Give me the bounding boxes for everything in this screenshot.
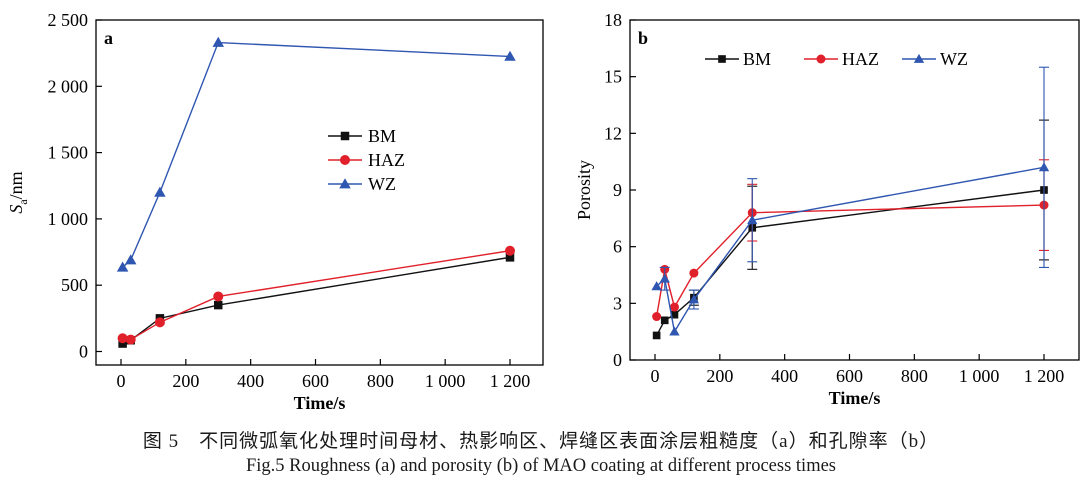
caption-english: Fig.5 Roughness (a) and porosity (b) of …	[245, 456, 836, 476]
y-axis-title-a: Sa/nm	[6, 171, 30, 213]
data-point-haz-b	[652, 312, 662, 322]
y-tick-label-b: 9	[613, 180, 622, 200]
x-axis-title-a: Time/s	[294, 393, 346, 413]
plot-frame-a	[95, 19, 544, 366]
x-tick-label-b: 800	[901, 366, 928, 386]
caption-chinese: 图 5 不同微弧氧化处理时间母材、热影响区、焊缝区表面涂层粗糙度（a）和孔隙率（…	[142, 431, 940, 452]
y-tick-label-a: 500	[61, 275, 88, 295]
x-tick-label-a: 0	[117, 371, 126, 391]
legend-marker-wz-b	[913, 53, 925, 63]
legend-label-wz-b: WZ	[940, 49, 968, 69]
legend-label-haz-a: HAZ	[368, 150, 405, 170]
y-tick-label-b: 15	[604, 67, 622, 87]
data-point-haz-a	[213, 291, 224, 302]
data-point-haz-a	[125, 334, 136, 345]
data-point-wz-a	[504, 50, 516, 61]
data-point-wz-b	[1038, 162, 1050, 172]
x-tick-label-b: 600	[836, 366, 863, 386]
y-tick-label-a: 1 000	[48, 209, 89, 229]
y-tick-label-a: 1 500	[48, 143, 89, 163]
x-tick-label-a: 800	[367, 371, 394, 391]
x-tick-label-a: 600	[302, 371, 329, 391]
legend-label-bm-a: BM	[368, 126, 396, 146]
data-point-haz-b	[669, 302, 679, 312]
x-tick-label-b: 1 200	[1024, 366, 1065, 386]
y-tick-label-a: 2 500	[48, 10, 89, 30]
data-point-bm-a	[505, 253, 515, 262]
series-line-wz-b	[656, 166, 1045, 334]
y-tick-label-a: 0	[79, 342, 88, 362]
legend-marker-bm-b	[718, 55, 726, 63]
data-point-bm-b	[652, 331, 661, 340]
legend-label-wz-a: WZ	[368, 174, 396, 194]
y-tick-label-a: 2 000	[48, 76, 89, 96]
legend-marker-haz-b	[816, 54, 826, 64]
data-point-wz-b	[669, 326, 680, 336]
data-point-bm-a	[118, 339, 127, 348]
x-tick-label-a: 400	[237, 371, 264, 391]
data-point-wz-a	[116, 261, 129, 272]
data-point-bm-a	[214, 300, 223, 310]
x-tick-label-a: 1 000	[425, 371, 466, 391]
y-tick-label-b: 12	[604, 123, 622, 143]
x-tick-label-b: 400	[771, 366, 798, 386]
data-point-haz-a	[154, 317, 165, 328]
y-tick-label-b: 3	[613, 293, 622, 313]
series-line-wz-a	[122, 41, 511, 268]
y-tick-label-b: 0	[613, 350, 622, 370]
data-point-wz-b	[747, 215, 758, 225]
legend-label-bm-b: BM	[743, 49, 771, 69]
data-point-bm-b	[660, 316, 669, 325]
legend-marker-bm-a	[340, 131, 350, 141]
x-tick-label-b: 0	[651, 366, 660, 386]
data-point-wz-b	[688, 294, 700, 304]
panel-label-b: b	[638, 28, 648, 48]
data-point-wz-b	[651, 281, 662, 291]
series-line-bm-b	[656, 189, 1045, 336]
chart-porosity: 0 200 400 600 800 1 000 1 200 0 3 6 9 12 15 18 Time/s P…	[574, 10, 1080, 408]
data-point-haz-b	[689, 268, 699, 278]
legend-marker-haz-a	[340, 155, 350, 165]
legend-label-haz-b: HAZ	[842, 49, 879, 69]
x-tick-label-a: 200	[172, 371, 199, 391]
data-point-wz-a	[124, 254, 137, 265]
data-point-wz-a	[212, 36, 224, 47]
data-point-wz-b	[659, 273, 670, 283]
series-line-haz-b	[655, 204, 1045, 317]
data-point-bm-b	[670, 310, 679, 319]
x-tick-label-b: 200	[706, 366, 733, 386]
x-tick-label-b: 1 000	[959, 366, 1000, 386]
data-point-wz-a	[154, 186, 166, 197]
data-point-haz-a	[117, 333, 128, 344]
y-tick-label-b: 6	[613, 237, 622, 257]
series-line-haz-a	[122, 250, 511, 341]
x-tick-label-a: 1 200	[490, 371, 531, 391]
legend-marker-wz-a	[339, 178, 351, 189]
y-tick-label-b: 18	[604, 10, 622, 30]
y-axis-title-b: Porosity	[574, 160, 594, 220]
series-line-bm-a	[122, 256, 511, 345]
data-point-haz-a	[505, 245, 515, 256]
panel-label-a: a	[104, 28, 113, 48]
x-axis-title-b: Time/s	[829, 388, 881, 408]
chart-roughness: 0 200 400 600 800 1 000 1 200 0 500 1 000 1 500 2 0…	[6, 10, 544, 413]
